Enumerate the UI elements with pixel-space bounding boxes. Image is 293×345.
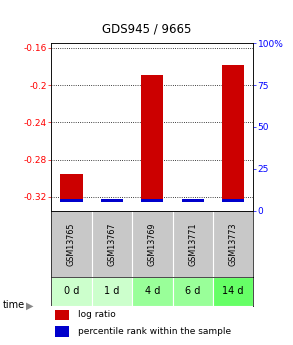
Bar — [60, 174, 83, 201]
Bar — [182, 199, 204, 201]
Bar — [101, 199, 123, 201]
Text: 4 d: 4 d — [145, 286, 160, 296]
Bar — [51, 277, 92, 306]
Bar — [222, 199, 244, 201]
Bar — [55, 309, 69, 320]
Bar — [173, 277, 213, 306]
Text: 6 d: 6 d — [185, 286, 200, 296]
Text: GSM13769: GSM13769 — [148, 222, 157, 266]
Bar — [141, 199, 163, 201]
Text: log ratio: log ratio — [78, 310, 115, 319]
Text: GSM13773: GSM13773 — [229, 222, 238, 266]
Text: ▶: ▶ — [26, 300, 33, 310]
Text: percentile rank within the sample: percentile rank within the sample — [78, 327, 231, 336]
Bar — [132, 277, 173, 306]
Bar — [55, 326, 69, 336]
Text: GSM13765: GSM13765 — [67, 222, 76, 266]
Bar — [101, 199, 123, 201]
Text: 14 d: 14 d — [222, 286, 244, 296]
Bar — [182, 199, 204, 201]
Bar — [222, 65, 244, 201]
Bar — [141, 75, 163, 201]
Text: GSM13771: GSM13771 — [188, 222, 197, 266]
Text: GDS945 / 9665: GDS945 / 9665 — [102, 22, 191, 36]
Bar — [213, 277, 253, 306]
Bar — [92, 277, 132, 306]
Text: time: time — [3, 300, 25, 310]
Text: 0 d: 0 d — [64, 286, 79, 296]
Bar — [60, 199, 83, 201]
Text: 1 d: 1 d — [104, 286, 120, 296]
Text: GSM13767: GSM13767 — [108, 222, 116, 266]
